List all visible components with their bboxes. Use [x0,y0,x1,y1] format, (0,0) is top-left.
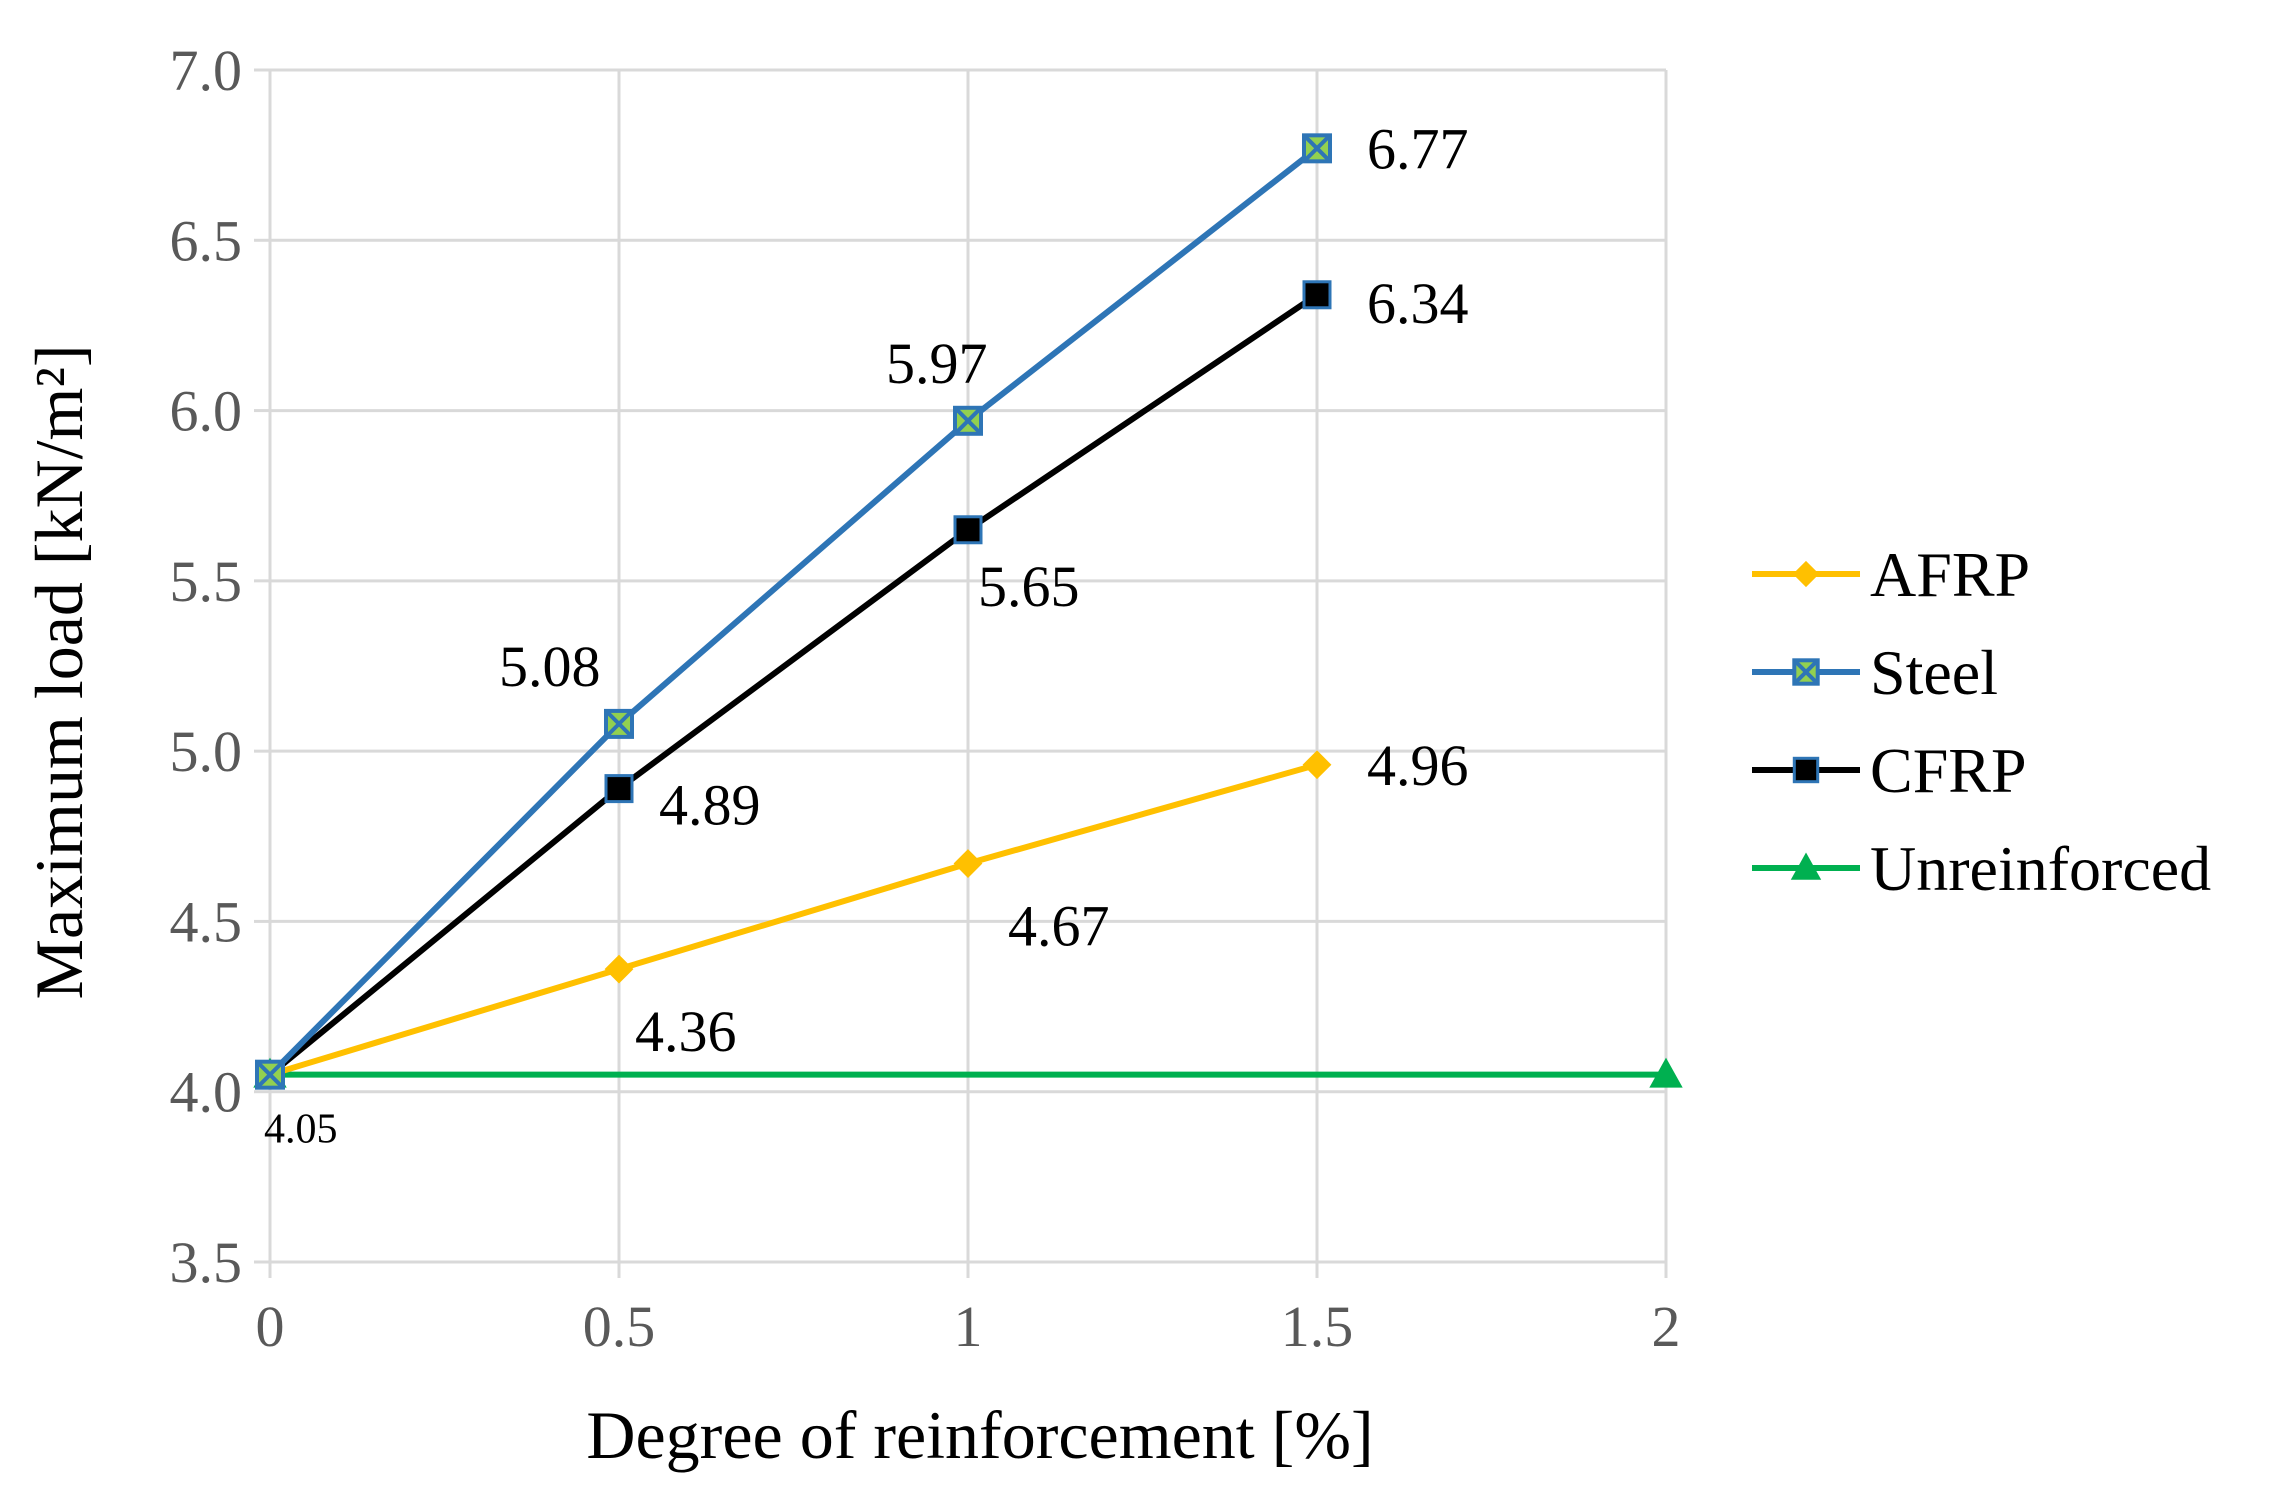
data-label-afrp: 4.96 [1367,733,1469,798]
data-point-afrp [604,954,634,984]
y-tick-label: 4.0 [170,1060,243,1125]
x-cross-marker [953,406,983,436]
data-label-layer: 4.36 4.67 4.96 5.08 5.97 6.77 4.89 5.65 6.34 4.05 [264,116,1469,1152]
diamond-marker [1302,750,1332,780]
data-label-afrp: 4.67 [1008,894,1110,959]
x-tick-label: 1 [954,1294,983,1359]
diamond-marker [604,954,634,984]
legend-label: Unreinforced [1870,833,2211,904]
data-point-cfrp [604,774,634,804]
square-marker [604,774,634,804]
legend-item-afrp: AFRP [1752,539,2030,610]
legend-item-cfrp: CFRP [1752,735,2027,806]
x-tick-label: 0.5 [583,1294,656,1359]
data-point-unreinforced [1649,1057,1683,1088]
x-cross-marker [1792,658,1820,686]
legend-marker [1792,658,1820,686]
x-tick-label: 0 [256,1294,285,1359]
legend: AFRP Steel CFRP Unreinforced [1752,539,2211,904]
axis-layer: 3.5 4.0 4.5 5.0 5.5 6.0 6.5 7.0 0 0.5 1 1.5 2 [170,38,1681,1359]
legend-label: Steel [1870,637,1998,708]
data-label-steel: 5.08 [499,634,601,699]
data-label-steel: 6.77 [1367,116,1469,181]
series-line-steel [267,145,1320,1078]
y-tick-label: 4.5 [170,889,243,954]
y-tick-label: 6.5 [170,208,243,273]
data-point-steel [255,1059,285,1090]
diamond-marker [953,849,983,878]
data-point-afrp [1302,750,1332,780]
data-point-cfrp [953,515,983,545]
x-axis-title: Degree of reinforcement [%] [586,1397,1373,1473]
data-point-steel [953,405,983,436]
legend-marker [1792,560,1820,588]
diamond-marker [1792,560,1820,588]
data-label-cfrp: 4.89 [659,773,761,838]
grid-layer [268,68,1668,1264]
legend-marker [1792,756,1820,784]
y-tick-label: 3.5 [170,1230,243,1295]
legend-label: AFRP [1870,539,2030,610]
data-point-steel [1302,133,1332,164]
y-axis-title: Maximum load [kN/m²] [21,345,97,1000]
data-point-steel [604,708,634,739]
data-point-cfrp [1302,280,1332,310]
x-cross-marker [255,1060,285,1090]
y-tick-label: 5.5 [170,549,243,614]
y-tick-label: 5.0 [170,719,243,784]
x-tick-label: 2 [1652,1294,1681,1359]
legend-item-steel: Steel [1752,637,1998,708]
y-tick-label: 7.0 [170,38,243,103]
legend-marker [1790,852,1822,880]
square-marker [1302,280,1332,310]
data-label-cfrp: 6.34 [1367,271,1469,336]
square-marker [953,515,983,545]
square-marker [1792,756,1820,784]
data-label-cfrp: 5.65 [978,554,1080,619]
x-cross-marker [604,709,634,739]
legend-item-unreinforced: Unreinforced [1752,833,2211,904]
data-point-afrp [953,849,983,878]
x-cross-marker [1302,133,1332,163]
series-line-cfrp [267,291,1320,1078]
y-tick-label: 6.0 [170,379,243,444]
legend-label: CFRP [1870,735,2027,806]
x-tick-label: 1.5 [1281,1294,1354,1359]
triangle-marker [1790,852,1822,880]
data-label-unreinforced: 4.05 [264,1107,338,1153]
series-layer [253,133,1683,1090]
data-label-steel: 5.97 [886,331,988,396]
series-line-afrp [267,761,1320,1078]
data-label-afrp: 4.36 [635,999,737,1064]
triangle-marker [1649,1057,1683,1088]
